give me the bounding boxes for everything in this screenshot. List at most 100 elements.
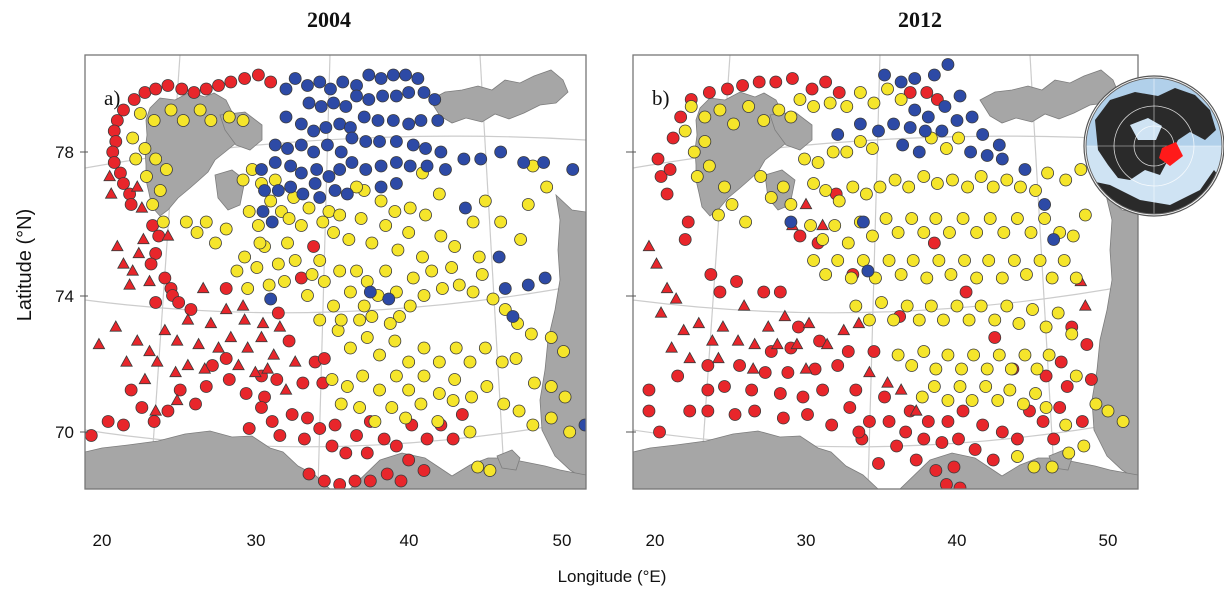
- red-circle-station: [952, 432, 965, 446]
- red-circle-station: [745, 383, 759, 397]
- red-circle-station: [1039, 369, 1053, 383]
- red-circle-station: [683, 404, 697, 418]
- yellow-circle-station: [483, 464, 497, 477]
- blue-circle-station: [521, 278, 535, 292]
- blue-circle-station: [333, 117, 347, 131]
- red-triangle-station: [731, 334, 745, 346]
- yellow-circle-station: [684, 100, 698, 113]
- yellow-circle-station: [816, 233, 830, 246]
- blue-circle-station: [288, 72, 302, 85]
- red-circle-station: [161, 79, 175, 92]
- yellow-circle-station: [1003, 383, 1017, 397]
- kolguev-a: [496, 449, 521, 471]
- yellow-circle-station: [690, 170, 704, 183]
- red-triangle-station: [170, 334, 184, 346]
- red-triangle-station: [669, 292, 683, 304]
- red-circle-station: [1084, 373, 1098, 386]
- blue-circle-station: [268, 138, 282, 152]
- yellow-circle-station: [301, 289, 314, 302]
- red-circle-station: [863, 415, 876, 428]
- yellow-circle-station: [497, 397, 511, 411]
- yellow-circle-station: [1116, 415, 1130, 428]
- yellow-circle-station: [912, 313, 926, 327]
- red-triangle-station: [150, 355, 164, 367]
- yellow-circle-station: [360, 331, 374, 344]
- yellow-circle-station: [873, 180, 887, 194]
- red-triangle-station: [778, 309, 792, 322]
- blue-circle-station: [313, 191, 327, 204]
- blue-circle-station: [506, 310, 520, 323]
- yellow-circle-station: [419, 208, 432, 222]
- y-tick-label: 78: [55, 143, 74, 162]
- yellow-circle-station: [1089, 397, 1103, 411]
- blue-circle-station: [411, 72, 425, 85]
- red-circle-station: [1053, 401, 1067, 414]
- yellow-circle-station: [1018, 348, 1032, 362]
- red-triangle-station: [799, 362, 813, 374]
- yellow-circle-station: [1024, 226, 1038, 239]
- yellow-circle-station: [230, 264, 244, 278]
- yellow-circle-station: [995, 271, 1009, 285]
- red-circle-station: [258, 390, 271, 404]
- yellow-circle-station: [980, 362, 994, 376]
- red-triangle-station: [852, 316, 866, 329]
- yellow-circle-station: [776, 180, 790, 194]
- yellow-circle-station: [962, 313, 976, 327]
- red-circle-station: [146, 219, 160, 232]
- blue-circle-station: [294, 117, 308, 131]
- blue-circle-station: [908, 72, 922, 85]
- red-circle-station: [882, 415, 896, 428]
- red-circle-station: [270, 373, 284, 386]
- yellow-circle-station: [313, 254, 327, 267]
- red-circle-station: [265, 415, 279, 428]
- yellow-circle-station: [478, 341, 492, 355]
- yellow-circle-station: [153, 184, 167, 197]
- yellow-circle-station: [190, 226, 204, 239]
- yellow-circle-station: [974, 299, 988, 313]
- yellow-circle-station: [1042, 348, 1056, 362]
- red-circle-station: [733, 359, 746, 372]
- red-circle-station: [296, 376, 310, 390]
- yellow-circle-station: [1029, 387, 1042, 400]
- blue-circle-station: [386, 68, 400, 82]
- blue-circle-station: [294, 166, 308, 180]
- red-triangle-station: [660, 281, 674, 294]
- yellow-circle-station: [236, 114, 250, 127]
- yellow-circle-station: [739, 215, 752, 229]
- red-circle-station: [642, 383, 656, 397]
- red-circle-station: [701, 359, 715, 372]
- red-triangle-station: [137, 232, 150, 245]
- yellow-circle-station: [687, 145, 701, 159]
- yellow-circle-station: [343, 285, 357, 299]
- yellow-circle-station: [140, 170, 153, 183]
- blue-circle-station: [284, 159, 298, 173]
- yellow-circle-station: [540, 180, 554, 194]
- red-triangle-station: [737, 299, 751, 311]
- yellow-circle-station: [147, 114, 161, 127]
- y-axis-label: Latitude (°N): [14, 209, 36, 322]
- yellow-circle-station: [927, 380, 941, 393]
- yellow-circle-station: [305, 268, 319, 281]
- blue-circle-station: [856, 215, 870, 229]
- blue-circle-station: [371, 114, 385, 127]
- blue-circle-station: [357, 110, 371, 124]
- blue-circle-station: [935, 124, 949, 138]
- blue-circle-station: [853, 117, 867, 131]
- red-circle-station: [333, 478, 347, 489]
- yellow-circle-station: [379, 219, 393, 232]
- blue-circle-station: [386, 114, 400, 127]
- yellow-circle-station: [932, 254, 946, 267]
- yellow-circle-station: [509, 352, 523, 365]
- red-circle-station: [238, 72, 252, 85]
- x-tick-label: 20: [93, 531, 112, 550]
- red-circle-station: [781, 366, 795, 379]
- yellow-circle-station: [365, 310, 379, 323]
- red-triangle-station: [241, 341, 255, 353]
- yellow-circle-station: [915, 390, 929, 404]
- blue-circle-station: [896, 138, 910, 152]
- red-circle-station: [1075, 415, 1089, 428]
- red-triangle-station: [192, 337, 205, 350]
- yellow-circle-station: [867, 96, 881, 110]
- yellow-circle-station: [373, 348, 386, 362]
